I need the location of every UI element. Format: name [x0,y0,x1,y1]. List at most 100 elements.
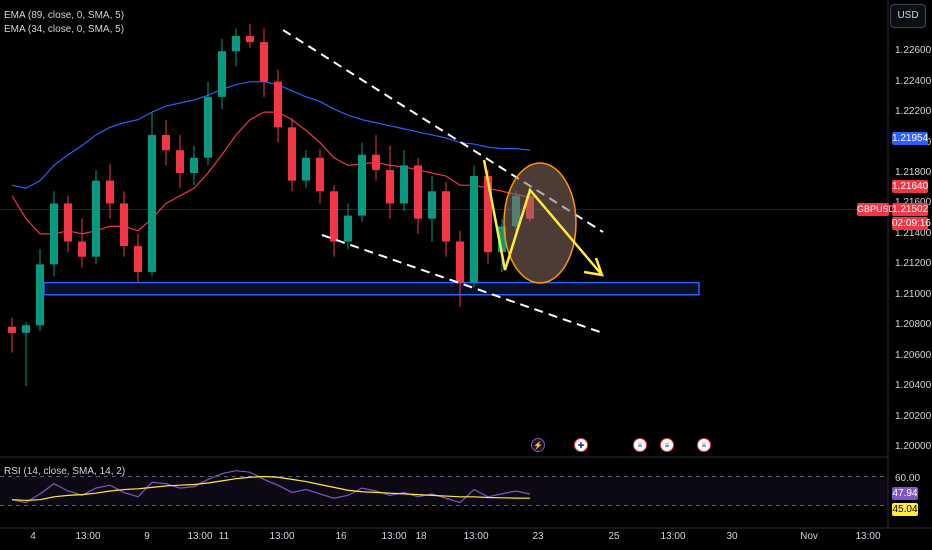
arrow-head-icon [583,257,604,277]
ema89-legend[interactable]: EMA (89, close, 0, SMA, 5) [4,10,125,21]
candle [36,249,44,332]
price-tick-label: 1.21000 [895,288,932,300]
us-flag-icon[interactable]: ≡ [633,438,647,452]
rsi-ma-value-label: 45.04 [892,503,918,516]
candle-body [456,241,464,283]
candle [162,119,170,166]
candle [302,150,310,189]
candle [92,169,100,265]
candle-body [148,134,156,272]
candle [190,145,198,186]
candle-body [204,96,212,158]
candle [134,233,142,283]
candle [22,322,30,387]
price-tick-label: 1.22200 [895,106,932,118]
time-tick-label: 13:00 [269,531,295,542]
time-tick-label: 4 [30,531,36,542]
candle [386,145,394,219]
candle-body [484,176,492,253]
ema34-line [11,111,531,235]
us-flag-icon[interactable]: ≡ [660,438,674,452]
candle-body [414,165,422,219]
candle [470,165,478,288]
time-tick-label: 13:00 [660,531,686,542]
candle-body [274,81,282,128]
candle [372,134,380,181]
candle-body [330,191,338,242]
candle-body [64,203,72,242]
projection-path [482,159,603,276]
highlight-circle [503,162,577,284]
price-tick-label: 1.21800 [895,167,932,178]
us-flag-icon[interactable]: ≡ [697,438,711,452]
ema34-legend[interactable]: EMA (34, close, 0, SMA, 5) [4,24,125,35]
price-tick-label: 1.22400 [895,75,932,87]
candle [288,118,296,192]
time-tick-label: 13:00 [187,531,213,542]
rsi-ma-line [11,475,531,502]
time-tick-label: 30 [726,531,738,542]
rsi-level-label: 60.00 [895,473,921,484]
support-zone [43,281,700,296]
candle-body [372,154,380,170]
rsi-line [11,470,531,504]
time-tick-label: 13:00 [381,531,407,542]
time-tick-label: 16 [335,531,347,542]
candle [50,191,58,277]
candle [78,218,86,268]
candle [8,317,16,353]
price-tick-label: 1.21600 [895,197,931,208]
uk-flag-icon[interactable]: ✚ [574,438,588,452]
time-tick-label: 18 [415,531,427,542]
price-tick-label: 1.21400 [895,227,932,239]
price-tick-label: 1.20200 [895,410,932,422]
drawing-layer [282,29,604,333]
candle-body [246,36,254,43]
candle-body [120,203,128,247]
time-tick-label: 23 [532,531,544,542]
candle-body [442,191,450,242]
bar-countdown-label: 02:09:16 [892,217,931,230]
flash-icon[interactable]: ⚡ [531,438,545,452]
candle-body [190,157,198,173]
currency-button[interactable]: USD [890,4,926,28]
time-tick-label: 25 [608,531,620,542]
candle [120,191,128,257]
candle-body [470,176,478,283]
candle-body [22,325,30,333]
candle-body [316,157,324,192]
rsi-value-label: 47.94 [892,487,918,500]
candle [176,134,184,189]
candle [344,203,352,250]
price-tick-label: 1.20400 [895,380,932,392]
time-tick-label: 11 [218,531,230,542]
channel-lower-line [321,234,601,333]
time-tick-label: 13:00 [463,531,489,542]
candle [428,176,436,242]
candle [218,39,226,110]
candle [274,69,282,143]
candles-layer [8,23,534,387]
price-tick-label: 1.20800 [895,319,932,331]
price-tick-label: 1.20000 [895,441,932,452]
candle [400,150,408,212]
candle-body [358,154,366,216]
rsi-panel [0,470,888,506]
ema89-price-label: 1.21954 [892,132,929,145]
candle-body [134,246,142,272]
candle-body [302,157,310,181]
candle-body [176,150,184,173]
rsi-band [0,476,888,506]
time-tick-label: 9 [144,531,150,542]
candle-body [386,169,394,204]
candle-body [498,226,506,253]
ema89-line [11,81,531,189]
rsi-legend[interactable]: RSI (14, close, SMA, 14, 2) [4,466,126,477]
candle-body [232,36,240,52]
candle [498,218,506,272]
candle-body [162,134,170,151]
candle [330,185,338,257]
ema34-price-label: 1.21640 [892,180,929,193]
candle [106,163,114,219]
